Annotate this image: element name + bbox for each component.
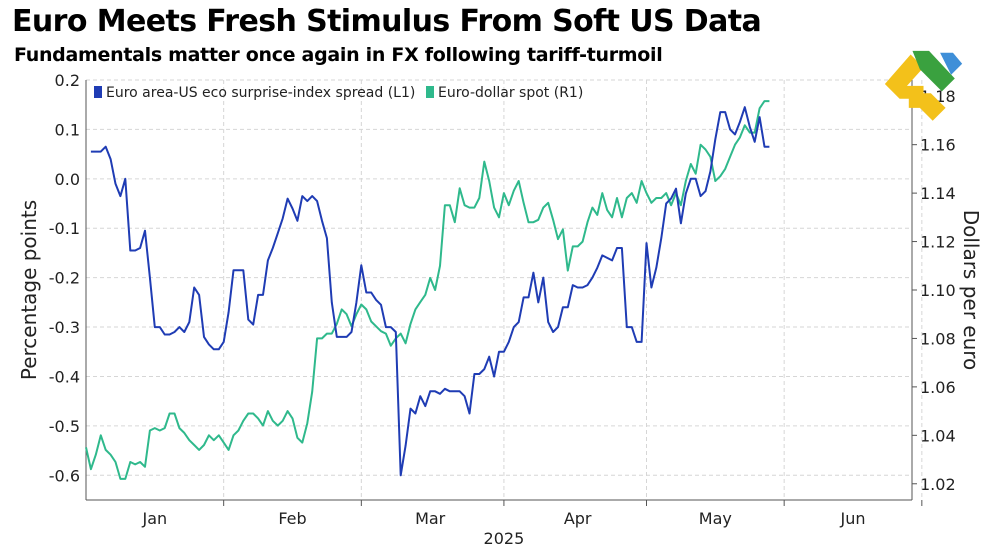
y-axis-title-left: Percentage points [17,200,41,380]
x-axis-label: 2025 [484,529,525,545]
x-tick-label: Apr [564,509,592,528]
legend-label-euro-dollar-spot: Euro-dollar spot (R1) [438,85,583,101]
legend-swatch-euro-dollar-spot [426,86,434,98]
legend-swatch-euro-area-us-surprise [94,86,102,98]
y-tick-label-right: 1.12 [920,233,956,252]
y-tick-label-right: 1.08 [920,329,956,348]
y-tick-label-right: 1.10 [920,281,956,300]
series-line-euro-dollar-spot [85,100,770,480]
y-tick-label-right: 1.14 [920,184,956,203]
y-tick-label-left: 0.1 [55,120,80,139]
chart-subtitle: Fundamentals matter once again in FX fol… [14,44,663,66]
x-tick-label: Jan [141,509,167,528]
y-tick-label-right: 1.02 [920,475,956,494]
y-tick-label-left: -0.3 [49,318,80,337]
y-tick-label-right: 1.04 [920,426,956,445]
series-line-euro-area-us-surprise [90,106,770,477]
chart-title: Euro Meets Fresh Stimulus From Soft US D… [12,4,762,39]
y-tick-label-left: -0.5 [49,417,80,436]
x-tick-label: May [699,509,732,528]
x-tick-label: Mar [415,509,446,528]
y-tick-label-left: 0.2 [55,71,80,90]
y-tick-label-left: 0.0 [55,170,80,189]
y-tick-label-right: 1.16 [920,136,956,155]
legend-label-euro-area-us-surprise: Euro area-US eco surprise-index spread (… [106,85,415,101]
y-tick-label-left: -0.6 [49,466,80,485]
x-tick-label: Jun [840,509,866,528]
y-tick-label-left: -0.4 [49,367,80,386]
x-tick-label: Feb [278,509,306,528]
y-axis-title-right: Dollars per euro [959,210,983,371]
y-tick-label-left: -0.2 [49,269,80,288]
y-tick-label-right: 1.06 [920,378,956,397]
y-tick-label-left: -0.1 [49,219,80,238]
brand-logo-icon [884,50,963,121]
